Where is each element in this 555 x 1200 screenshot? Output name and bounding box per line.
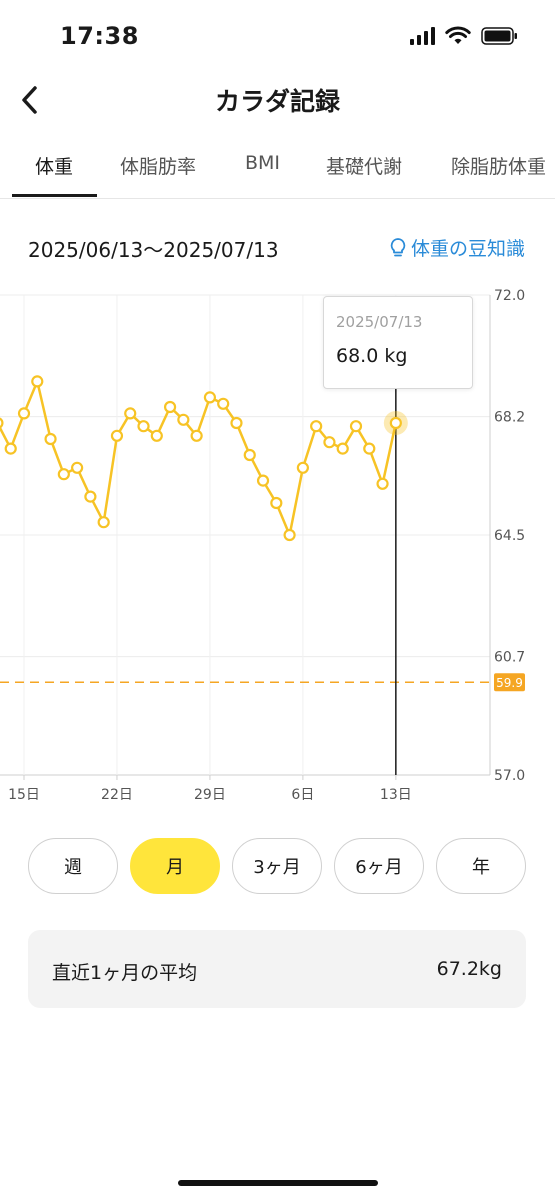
chevron-left-icon (22, 86, 37, 114)
weight-tips-label: 体重の豆知識 (410, 238, 525, 260)
period-week-button[interactable]: 週 (28, 838, 118, 894)
chart-tooltip: 2025/07/13 68.0 kg (323, 296, 473, 389)
data-point-4[interactable] (44, 432, 57, 446)
y-tick-label-1: 68.2 (494, 410, 525, 426)
tab-bar: 体重 体脂肪率 BMI 基礎代謝 除脂肪体重 (0, 138, 555, 199)
data-point-10[interactable] (124, 407, 137, 420)
data-point-18[interactable] (230, 416, 243, 430)
data-point-20[interactable] (256, 474, 270, 487)
page-title: カラダ記録 (214, 87, 340, 116)
data-point-25[interactable] (323, 436, 336, 449)
tab-bmi[interactable]: BMI (245, 152, 281, 174)
data-point-0[interactable] (0, 417, 4, 429)
x-tick-label-1: 22日 (101, 787, 133, 803)
data-point-17[interactable] (217, 397, 230, 410)
home-indicator (178, 1180, 378, 1186)
battery-icon (481, 27, 517, 45)
data-point-12[interactable] (150, 429, 163, 442)
x-tick-label-2: 29日 (194, 787, 226, 803)
data-point-29[interactable] (376, 477, 389, 490)
data-point-16[interactable] (203, 391, 217, 404)
data-point-28[interactable] (363, 442, 376, 455)
data-point-15[interactable] (190, 429, 203, 442)
date-range: 2025/06/13〜2025/07/13 (28, 238, 279, 262)
tab-body-fat[interactable]: 体脂肪率 (120, 156, 197, 178)
x-tick-label-0: 15日 (8, 787, 40, 803)
average-card: 直近1ヶ月の平均 67.2kg (28, 930, 526, 1008)
data-point-5[interactable] (57, 468, 70, 481)
data-point-6[interactable] (71, 461, 84, 474)
y-tick-label-2: 64.5 (494, 528, 525, 544)
wifi-icon (445, 26, 471, 44)
tooltip-date: 2025/07/13 (336, 313, 423, 331)
tooltip-value: 68.0 kg (336, 345, 408, 367)
data-point-3[interactable] (31, 375, 44, 388)
data-point-1[interactable] (4, 442, 17, 455)
status-icons (410, 26, 519, 46)
weight-tips-link[interactable]: 体重の豆知識 (389, 234, 525, 261)
data-point-19[interactable] (243, 448, 256, 462)
data-point-9[interactable] (110, 429, 124, 442)
data-point-2[interactable] (17, 407, 31, 420)
average-label: 直近1ヶ月の平均 (52, 962, 198, 984)
lightbulb-icon (390, 237, 406, 256)
period-selector: 週 月 3ヶ月 6ヶ月 年 (28, 838, 528, 896)
data-point-26[interactable] (336, 442, 349, 455)
status-bar: 17:38 (0, 0, 555, 72)
period-month-button[interactable]: 月 (130, 838, 220, 894)
data-point-11[interactable] (137, 420, 150, 433)
period-6months-button[interactable]: 6ヶ月 (334, 838, 424, 894)
data-point-23[interactable] (296, 461, 309, 474)
data-point-21[interactable] (270, 496, 283, 510)
back-button[interactable] (8, 78, 52, 122)
cellular-signal-icon (410, 27, 435, 45)
x-tick-label-3: 6日 (291, 787, 314, 803)
data-point-14[interactable] (177, 413, 190, 426)
data-point-8[interactable] (97, 516, 110, 529)
target-badge (494, 673, 525, 692)
header: カラダ記録 (0, 72, 555, 128)
tab-weight[interactable]: 体重 (35, 156, 74, 178)
x-tick-label-4: 13日 (380, 787, 412, 803)
average-value: 67.2kg (436, 958, 502, 980)
data-point-30[interactable] (389, 416, 402, 430)
target-badge-label: 59.9 (496, 676, 523, 690)
data-point-13[interactable] (163, 400, 177, 414)
data-point-22[interactable] (283, 528, 296, 542)
period-3months-button[interactable]: 3ヶ月 (232, 838, 322, 894)
data-point-7[interactable] (84, 490, 97, 503)
weight-series-line (0, 380, 398, 537)
data-point-24[interactable] (310, 420, 323, 433)
tab-active-indicator (12, 194, 97, 197)
y-tick-label-0: 72.0 (494, 288, 525, 304)
period-year-button[interactable]: 年 (436, 838, 526, 894)
tab-lean-body-mass[interactable]: 除脂肪体重 (451, 156, 547, 178)
tab-basal-metabolism[interactable]: 基礎代謝 (326, 156, 403, 178)
y-tick-label-4: 57.0 (494, 768, 525, 784)
status-time: 17:38 (60, 22, 139, 50)
data-point-27[interactable] (349, 420, 363, 433)
y-tick-label-3: 60.7 (494, 650, 525, 666)
